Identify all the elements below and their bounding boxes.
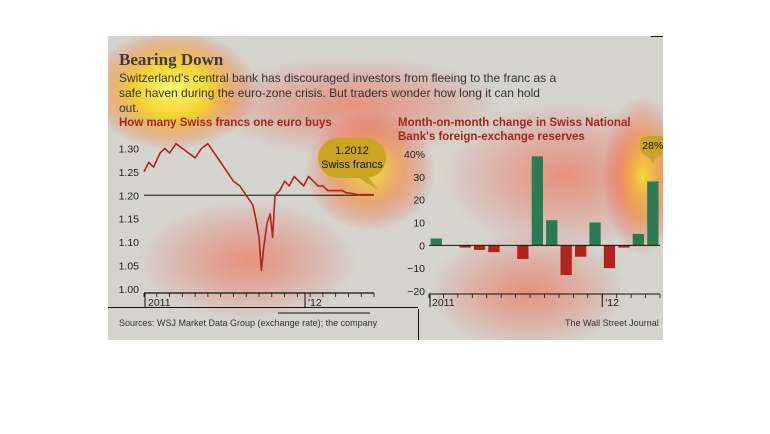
reserve-change-bar [430,238,442,246]
right-y-tick-label: −20 [407,286,425,298]
left-y-tick-label: 1.30 [119,143,140,155]
reserve-change-bar [459,245,471,248]
left-y-tick-label: 1.20 [119,190,140,202]
right-y-axis: 40% 30 20 10 0 −10 −20 [404,149,425,298]
reserve-change-bar [603,245,616,269]
right-x-tick-label: 2011 [432,297,455,309]
reserves-bar-chart: 40% 30 20 10 0 −10 −20 2011 '12 28% [404,136,663,309]
divider-line [418,309,419,340]
reserve-change-bar [575,245,587,257]
reserve-change-bar [560,245,572,275]
corner-mark [651,36,663,37]
right-x-tick-label: '12 [605,297,619,309]
reserve-change-bar [517,245,529,259]
right-y-tick-label: −10 [407,263,425,275]
latest-change-callout: 28% [639,136,663,164]
right-y-tick-label: 30 [413,172,425,184]
callout-pointer [356,174,378,190]
right-x-axis: 2011 '12 [428,293,661,309]
left-y-tick-label: 1.25 [119,167,140,179]
right-y-tick-label: 40% [404,149,425,161]
reserve-change-bar [589,222,601,246]
reserve-change-bar [632,233,644,246]
exchange-rate-line [143,142,374,272]
publisher-credit: The Wall Street Journal [565,318,659,328]
reserve-change-bar [531,156,543,246]
callout-pointer [648,156,657,164]
reserve-change-bar [546,220,558,246]
chart-headline: Bearing Down [119,50,224,69]
callout-bubble [639,136,663,158]
left-x-axis: 2011 '12 [143,292,375,314]
chart-panel: Bearing Down Switzerland's central bank … [108,36,663,340]
chart-subtitle: Switzerland's central bank has discourag… [119,71,557,115]
reserve-change-bar [647,181,659,246]
callout-value: 28% [642,140,663,152]
right-y-tick-label: 10 [413,218,425,230]
left-y-axis: 1.30 1.25 1.20 1.15 1.10 1.05 1.00 [119,143,140,296]
left-chart-title: How many Swiss francs one euro buys [119,117,332,129]
callout-bubble [318,138,386,178]
left-y-tick-label: 1.10 [119,237,140,249]
current-rate-callout: 1.2012 Swiss francs [318,138,386,190]
reserve-change-bar [618,245,630,248]
reserves-bars [429,156,660,275]
right-y-tick-label: 20 [413,195,425,207]
callout-unit: Swiss francs [321,159,383,171]
source-note: Sources: WSJ Market Data Group (exchange… [119,318,378,328]
reserve-change-bar [473,245,486,250]
right-y-tick-label: 0 [419,240,425,252]
reserve-change-bar [488,245,500,253]
left-y-tick-label: 1.15 [119,214,140,226]
exchange-rate-line-chart: 1.30 1.25 1.20 1.15 1.10 1.05 1.00 2011 '12 1.2… [119,138,386,314]
left-y-tick-label: 1.05 [119,261,140,273]
left-x-tick-label: 2011 [148,297,171,309]
right-chart-title: Month-on-month change in Swiss National … [398,117,631,143]
left-x-tick-label: '12 [308,297,322,309]
footer-rule [108,307,418,308]
callout-value: 1.2012 [335,145,369,157]
exchange-rate-series [143,142,374,272]
left-y-tick-label: 1.00 [119,284,140,296]
